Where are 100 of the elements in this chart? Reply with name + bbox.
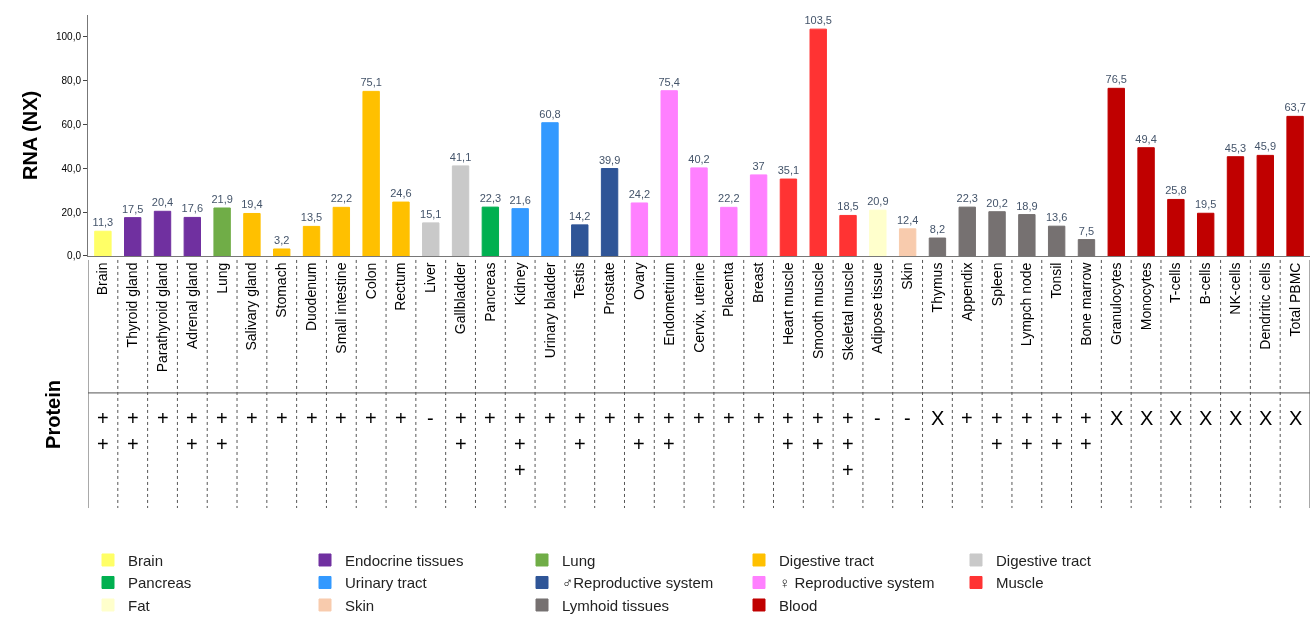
x-tick-label: Small intestine: [332, 262, 349, 354]
legend-label: Muscle: [996, 574, 1044, 592]
bar: [1226, 156, 1245, 256]
bar: [630, 202, 649, 256]
text: -: [904, 407, 911, 429]
x-tick-label: T-cells: [1167, 262, 1184, 304]
legend-label: Skin: [345, 596, 375, 614]
text: 18,9: [1016, 199, 1038, 212]
text: +: [723, 407, 735, 429]
legend-label: Digestive tract: [779, 551, 875, 569]
bar: [571, 224, 589, 256]
text: 40,2: [688, 152, 710, 165]
text: 39,9: [598, 153, 621, 166]
bar: [422, 222, 440, 256]
text: +: [753, 407, 765, 429]
text: + +: [1021, 407, 1033, 455]
text: 75,1: [360, 76, 382, 89]
text: 20,9: [867, 195, 889, 208]
bar: [302, 225, 321, 256]
bar: [1167, 198, 1185, 256]
text: 8,2: [929, 223, 946, 236]
text: + +: [991, 407, 1003, 455]
x-tick-label: Testis: [571, 262, 588, 299]
bar: [660, 90, 678, 256]
bar: [213, 207, 231, 256]
text: 21,6: [509, 193, 531, 206]
text: 45,3: [1224, 141, 1247, 154]
legend-label: Brain: [128, 551, 164, 569]
text: 11,3: [92, 216, 114, 229]
y-tick-label: 40,0: [61, 162, 82, 174]
text: 60,8: [539, 107, 561, 120]
bar: [481, 206, 500, 256]
text: +: [395, 407, 407, 429]
text: 15,1: [420, 207, 442, 220]
text: 17,6: [181, 202, 204, 215]
x-tick-label: Lympch node: [1018, 262, 1035, 347]
text: 24,6: [390, 187, 412, 200]
bar: [690, 167, 708, 256]
text: X: [1140, 407, 1154, 429]
y-tick-label: 100,0: [55, 31, 82, 43]
x-tick-label: Thyroid gland: [124, 262, 141, 348]
y-tick-label: 20,0: [61, 206, 82, 218]
x-tick-label: Skin: [899, 262, 916, 290]
x-tick-label: Heart muscle: [779, 262, 796, 346]
bar: [869, 209, 887, 256]
x-tick-label: Duodenum: [303, 262, 320, 332]
text: + +: [574, 407, 586, 455]
text: + + +: [514, 407, 526, 481]
legend-label: Lymhoid tissues: [562, 596, 669, 614]
bar: [273, 248, 291, 256]
bar: [153, 210, 172, 256]
x-tick-label: Total PBMC: [1286, 262, 1303, 337]
text: 103,5: [804, 14, 832, 27]
legend-label: ♂Reproductive system: [562, 574, 714, 592]
text: X: [1289, 407, 1303, 429]
text: 20,4: [151, 196, 174, 209]
x-tick-label: Gallbladder: [452, 262, 469, 335]
bar: [183, 216, 202, 256]
bar: [600, 168, 619, 256]
bar: [1137, 147, 1155, 256]
x-tick-label: Cervix, uterine: [690, 262, 707, 353]
x-tick-label: NK-cells: [1227, 262, 1244, 315]
x-tick-label: Urinary bladder: [541, 262, 558, 359]
bar: [243, 212, 261, 256]
text: 21,9: [211, 192, 233, 205]
text: 17,5: [121, 202, 144, 215]
bar: [1286, 115, 1304, 256]
text: + +: [782, 407, 794, 455]
bar: [332, 206, 351, 256]
y-tick-label: 60,0: [61, 118, 82, 130]
text: X: [931, 407, 945, 429]
text: 76,5: [1105, 73, 1127, 86]
text: + +: [1051, 407, 1063, 455]
y-axis-title: RNA (NX): [19, 90, 42, 181]
bar: [1107, 87, 1125, 256]
text: +: [335, 407, 347, 429]
bar: [511, 208, 529, 256]
text: 35,1: [777, 164, 800, 177]
x-tick-label: Ovary: [630, 262, 647, 300]
x-tick-label: Bone marrow: [1078, 261, 1095, 346]
text: + +: [633, 407, 645, 455]
text: +: [604, 407, 616, 429]
text: -: [427, 407, 434, 429]
text: 24,2: [628, 187, 651, 200]
text: 22,3: [956, 192, 978, 205]
x-tick-label: Skeletal muscle: [839, 262, 856, 361]
bar: [451, 165, 470, 256]
text: +: [365, 407, 377, 429]
x-tick-label: Thymus: [928, 262, 945, 313]
text: + +: [216, 407, 228, 455]
text: 41,1: [449, 150, 472, 163]
text: 3,2: [274, 233, 290, 246]
x-tick-label: Rectum: [392, 262, 409, 311]
bar: [94, 230, 112, 256]
text: +: [246, 407, 258, 429]
text: 22,3: [479, 192, 502, 205]
x-tick-label: Parathyroid gland: [154, 262, 171, 373]
bar: [898, 228, 917, 256]
text: +: [276, 407, 288, 429]
text: 45,9: [1254, 140, 1277, 153]
